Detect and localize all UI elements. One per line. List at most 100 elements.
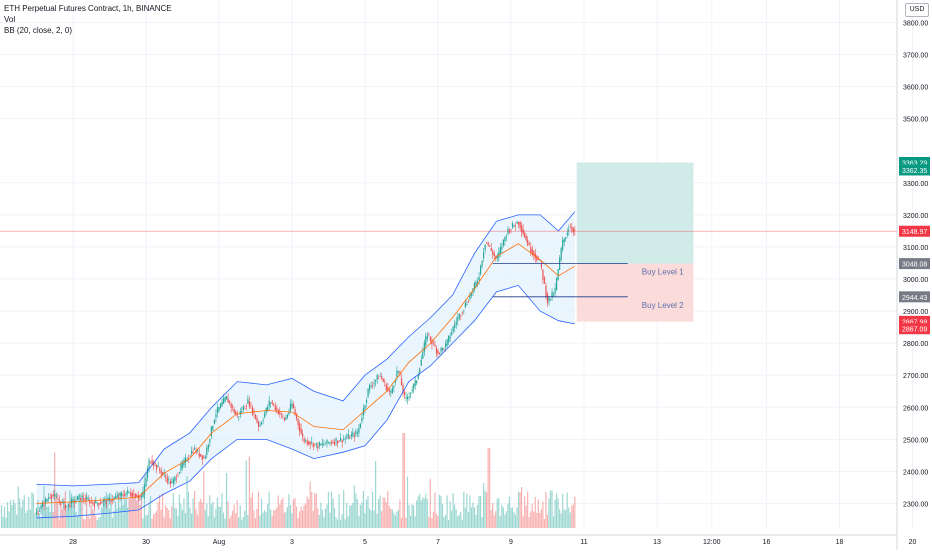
candle-body — [259, 424, 261, 426]
candle-body — [201, 455, 203, 460]
candle-body — [99, 502, 101, 505]
volume-bar — [566, 492, 568, 528]
candle-body — [487, 242, 489, 246]
candle-body — [441, 347, 444, 351]
volume-bar — [184, 513, 187, 528]
candle-body — [530, 246, 532, 253]
candle-body — [467, 301, 470, 303]
x-tick-label: 20 — [909, 539, 917, 546]
volume-bar — [137, 497, 139, 528]
volume-bar — [326, 504, 328, 528]
volume-bar — [555, 493, 558, 528]
candle-body — [464, 303, 466, 308]
candle-body — [350, 434, 352, 437]
volume-bar — [507, 503, 509, 528]
candle-body — [165, 475, 167, 478]
candle-body — [90, 501, 92, 503]
volume-bar — [574, 496, 576, 528]
volume-bar — [341, 514, 343, 528]
candle-body — [124, 494, 126, 497]
volume-bar — [93, 511, 95, 528]
candle-body — [192, 451, 194, 453]
volume-bar — [276, 507, 278, 528]
candle-body — [551, 291, 553, 298]
candle-body — [376, 374, 378, 380]
x-tick-label: 16 — [763, 539, 771, 546]
volume-bar — [160, 509, 162, 528]
volume-bar — [495, 511, 497, 528]
volume-bar — [286, 507, 288, 528]
volume-bar — [320, 502, 322, 528]
volume-indicator-label[interactable]: Vol — [4, 15, 16, 24]
candle-body — [288, 411, 290, 415]
candle-body — [320, 443, 322, 446]
candle-body — [166, 477, 168, 483]
candle-body — [95, 500, 97, 504]
candle-body — [417, 374, 419, 379]
currency-badge[interactable]: USD — [905, 3, 929, 17]
y-tick-label: 3700.00 — [903, 53, 928, 60]
volume-bar — [482, 483, 485, 528]
candle-body — [513, 225, 515, 227]
candle-body — [169, 481, 171, 485]
volume-bar — [423, 498, 425, 528]
volume-bar — [294, 498, 296, 528]
volume-bar — [289, 505, 292, 528]
volume-bar — [52, 511, 54, 528]
price-tag — [899, 258, 930, 270]
volume-bar — [149, 496, 152, 528]
candle-body — [55, 496, 57, 498]
candle-body — [102, 500, 105, 502]
volume-bar — [429, 478, 431, 528]
volume-bar — [29, 509, 31, 528]
volume-bar — [125, 490, 127, 528]
candle-body — [568, 229, 570, 232]
volume-bar — [238, 517, 240, 528]
volume-bar — [271, 515, 273, 528]
buy-level-label: Buy Level 1 — [642, 268, 684, 277]
candle-body — [486, 242, 488, 244]
volume-bar — [469, 495, 471, 528]
candle-body — [344, 438, 346, 440]
volume-bar — [434, 492, 436, 528]
volume-bar — [422, 497, 424, 528]
candle-body — [49, 497, 51, 498]
candle-body — [333, 441, 336, 445]
volume-bar — [463, 491, 465, 528]
candle-body — [536, 255, 538, 261]
candle-body — [118, 496, 120, 498]
candle-body — [303, 438, 305, 442]
bollinger-indicator-label[interactable]: BB (20, close, 2, 0) — [4, 26, 73, 35]
volume-bar — [301, 510, 304, 528]
volume-bar — [425, 493, 427, 528]
candle-body — [148, 459, 150, 470]
candle-body — [122, 494, 124, 496]
volume-bar — [323, 517, 325, 528]
candle-body — [229, 400, 231, 403]
candle-body — [528, 243, 530, 245]
volume-bar — [393, 512, 395, 528]
volume-bar — [479, 496, 482, 528]
candle-body — [416, 380, 418, 384]
candle-body — [308, 441, 310, 445]
candle-body — [391, 388, 393, 394]
volume-bar — [400, 517, 403, 528]
volume-bar — [569, 512, 571, 528]
volume-bar — [394, 515, 396, 528]
candle-body — [518, 222, 520, 225]
candle-body — [218, 406, 220, 411]
volume-bar — [28, 496, 30, 528]
candle-body — [121, 493, 123, 496]
volume-bar — [13, 499, 15, 528]
volume-bar — [73, 496, 76, 528]
volume-bar — [282, 497, 284, 528]
candle-body — [67, 503, 70, 506]
volume-bar — [157, 502, 159, 528]
symbol-title[interactable]: ETH Perpetual Futures Contract, 1h, BINA… — [4, 4, 172, 13]
volume-bar — [478, 495, 480, 528]
volume-bar — [82, 518, 85, 528]
volume-bar — [330, 491, 333, 528]
candle-body — [156, 465, 158, 470]
